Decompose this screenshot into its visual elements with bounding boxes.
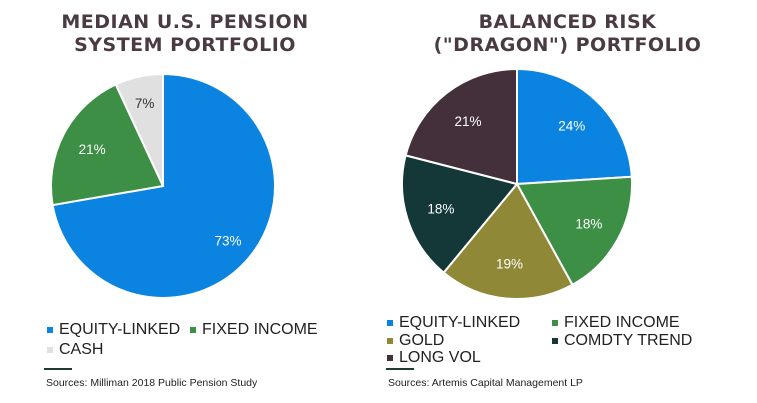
slice-value-label: 21%: [454, 114, 481, 129]
pension-chart-title: MEDIAN U.S. PENSION SYSTEM PORTFOLIO: [0, 11, 370, 57]
legend-label: EQUITY-LINKED: [59, 321, 181, 338]
legend-swatch: [387, 320, 393, 326]
slice-value-label: 18%: [575, 217, 602, 232]
pie-slice-cash: [114, 72, 164, 187]
legend-item-long-vol: LONG VOL: [387, 349, 481, 367]
legend-label: CASH: [59, 341, 104, 358]
legend-label: GOLD: [399, 332, 445, 349]
pension-portfolio-panel: MEDIAN U.S. PENSION SYSTEM PORTFOLIO 73%…: [0, 0, 370, 403]
legend-swatch: [387, 355, 393, 361]
legend-label: LONG VOL: [399, 349, 481, 366]
dragon-chart-title: BALANCED RISK ("DRAGON") PORTFOLIO: [378, 11, 757, 57]
legend-item-equity-linked: EQUITY-LINKED: [387, 314, 520, 332]
pie-slice-comdty-trend: [401, 154, 519, 275]
slice-value-label: 19%: [496, 257, 523, 272]
dragon-title-line-2: ("DRAGON") PORTFOLIO: [433, 34, 702, 56]
legend-swatch: [190, 327, 196, 333]
legend-item-fixed-income: FIXED INCOME: [190, 321, 318, 339]
source-rule: [44, 368, 72, 370]
slice-value-label: 73%: [215, 234, 242, 249]
legend-label: COMDTY TREND: [564, 332, 693, 349]
legend-label: EQUITY-LINKED: [399, 314, 521, 331]
legend-item-gold: GOLD: [387, 332, 444, 350]
legend-swatch: [387, 338, 393, 344]
legend-swatch: [47, 327, 53, 333]
slice-value-label: 24%: [558, 119, 585, 134]
pie-slice-gold: [442, 182, 574, 300]
legend-swatch: [47, 347, 53, 353]
slice-value-label: 21%: [79, 142, 106, 157]
dragon-title-line-1: BALANCED RISK: [478, 11, 657, 33]
legend-item-comdty-trend: COMDTY TREND: [552, 332, 692, 350]
pension-title-line-1: MEDIAN U.S. PENSION: [61, 11, 309, 33]
legend-item-fixed-income: FIXED INCOME: [552, 314, 680, 332]
dragon-pie-chart: 24% 18% 19% 18% 21%: [401, 67, 633, 300]
pie-slice-fixed-income: [515, 175, 633, 287]
source-rule: [386, 368, 414, 370]
legend-swatch: [552, 338, 558, 344]
pension-source-note: Sources: Milliman 2018 Public Pension St…: [46, 377, 258, 389]
legend-label: FIXED INCOME: [202, 321, 318, 338]
pie-slice-equity-linked: [516, 67, 633, 186]
pie-slice-fixed-income: [50, 83, 165, 207]
legend-label: FIXED INCOME: [564, 314, 680, 331]
legend-swatch: [552, 320, 558, 326]
dragon-portfolio-panel: BALANCED RISK ("DRAGON") PORTFOLIO 24% 18…: [378, 0, 757, 403]
pension-pie-chart: 73% 21% 7%: [50, 72, 276, 299]
legend-item-equity-linked: EQUITY-LINKED: [47, 321, 180, 339]
dragon-source-note: Sources: Artemis Capital Management LP: [388, 377, 583, 389]
slice-value-label: 7%: [135, 96, 155, 111]
pie-slice-long-vol: [404, 67, 518, 186]
slice-value-label: 18%: [427, 202, 454, 217]
pension-title-line-2: SYSTEM PORTFOLIO: [74, 34, 296, 56]
legend-item-cash: CASH: [47, 341, 103, 359]
